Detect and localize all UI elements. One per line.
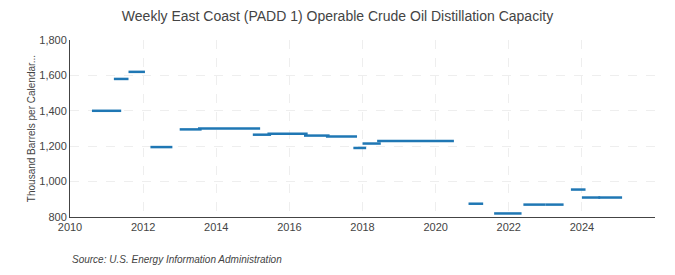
svg-text:2012: 2012 (131, 221, 155, 233)
svg-text:1,000: 1,000 (39, 175, 67, 187)
svg-text:1,200: 1,200 (39, 140, 67, 152)
svg-text:800: 800 (48, 211, 66, 223)
svg-text:2016: 2016 (277, 221, 301, 233)
svg-text:2014: 2014 (204, 221, 228, 233)
svg-text:1,800: 1,800 (39, 34, 67, 46)
svg-text:Thousand Barrels per Calendar.: Thousand Barrels per Calendar... (26, 55, 37, 202)
svg-text:Source: U.S. Energy Informatio: Source: U.S. Energy Information Administ… (72, 254, 282, 265)
svg-text:2010: 2010 (58, 221, 82, 233)
svg-text:Weekly East Coast (PADD 1) Ope: Weekly East Coast (PADD 1) Operable Crud… (122, 8, 553, 24)
svg-text:2022: 2022 (497, 221, 521, 233)
svg-text:1,400: 1,400 (39, 105, 67, 117)
svg-text:2020: 2020 (423, 221, 447, 233)
svg-text:2018: 2018 (350, 221, 374, 233)
svg-text:2024: 2024 (570, 221, 594, 233)
svg-text:1,600: 1,600 (39, 69, 67, 81)
